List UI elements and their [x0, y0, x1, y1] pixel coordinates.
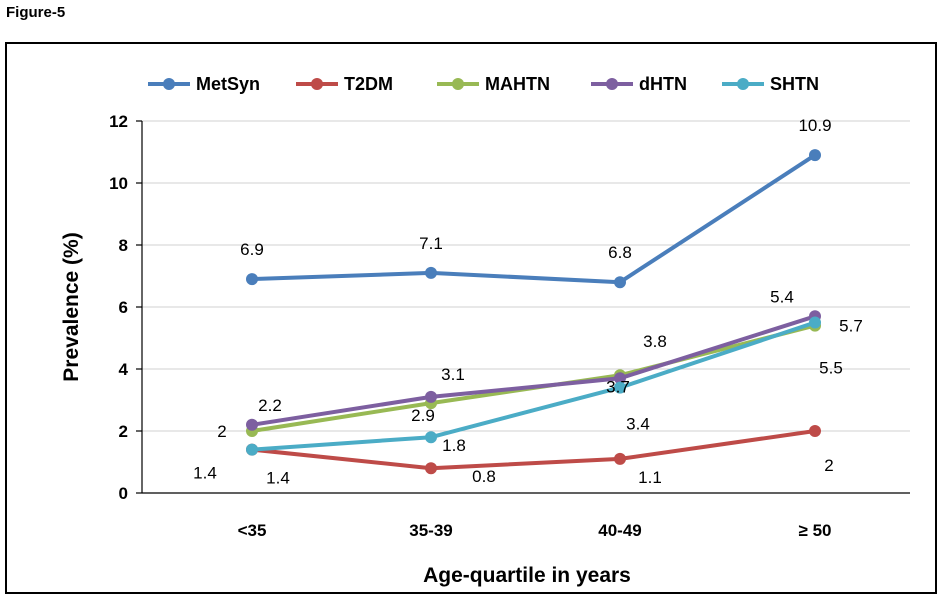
data-point-shtn	[809, 316, 821, 329]
y-tick-label: 12	[109, 112, 128, 131]
legend-label-dhtn: dHTN	[639, 74, 687, 94]
data-point-dhtn	[246, 418, 258, 431]
data-point-t2dm	[614, 452, 626, 465]
data-label-metsyn: 7.1	[419, 234, 443, 253]
series-line-t2dm	[251, 429, 816, 471]
x-tick-label: 35-39	[409, 521, 452, 540]
chart-frame	[5, 42, 937, 594]
data-label-mahtn: 3.8	[643, 332, 667, 351]
data-label-shtn: 1.4	[266, 469, 290, 488]
data-label-t2dm: 1.4	[193, 464, 217, 483]
legend-label-t2dm: T2DM	[344, 74, 393, 94]
legend-marker-mahtn	[452, 78, 464, 90]
data-point-shtn	[614, 381, 626, 394]
legend-label-metsyn: MetSyn	[196, 74, 260, 94]
y-tick-label: 10	[109, 174, 128, 193]
data-point-dhtn	[425, 390, 437, 403]
figure-label: Figure-5	[6, 4, 66, 21]
data-label-mahtn: 2	[217, 422, 226, 441]
legend-marker-shtn	[737, 78, 749, 90]
data-label-shtn: 5.5	[819, 359, 843, 378]
data-label-dhtn: 2.2	[258, 396, 282, 415]
data-label-mahtn: 5.4	[770, 288, 794, 307]
data-label-dhtn: 3.1	[441, 365, 465, 384]
x-tick-label: 40-49	[598, 521, 641, 540]
legend-label-shtn: SHTN	[770, 74, 819, 94]
data-point-t2dm	[425, 462, 437, 475]
y-axis-title: Prevalence (%)	[60, 232, 83, 381]
data-point-dhtn	[614, 372, 626, 385]
legend-marker-t2dm	[311, 78, 323, 90]
legend-marker-dhtn	[606, 78, 618, 90]
series-line-dhtn	[251, 314, 816, 427]
data-point-metsyn	[246, 273, 258, 286]
data-label-mahtn: 2.9	[411, 406, 435, 425]
data-point-metsyn	[614, 276, 626, 289]
y-tick-label: 0	[119, 484, 128, 503]
x-axis-title: Age-quartile in years	[423, 564, 631, 587]
data-label-dhtn: 3.7	[606, 377, 630, 396]
legend-label-mahtn: MAHTN	[485, 74, 550, 94]
x-tick-label: <35	[238, 521, 267, 540]
series-line-shtn	[251, 320, 816, 452]
data-point-t2dm	[809, 425, 821, 437]
legend-marker-metsyn	[163, 78, 175, 90]
data-label-t2dm: 2	[824, 456, 833, 475]
data-label-metsyn: 6.9	[240, 240, 264, 259]
y-tick-label: 2	[119, 422, 128, 441]
data-label-metsyn: 6.8	[608, 243, 632, 262]
y-tick-label: 4	[119, 360, 129, 379]
y-tick-label: 6	[119, 298, 128, 317]
data-point-metsyn	[425, 266, 437, 279]
data-label-shtn: 1.8	[442, 436, 466, 455]
y-tick-label: 8	[119, 236, 128, 255]
data-label-t2dm: 0.8	[472, 467, 496, 486]
series-line-metsyn	[251, 153, 817, 285]
data-label-shtn: 3.4	[626, 415, 650, 434]
data-point-metsyn	[809, 149, 821, 162]
data-point-shtn	[425, 431, 437, 444]
data-label-dhtn: 5.7	[839, 316, 863, 335]
data-label-t2dm: 1.1	[638, 468, 662, 487]
data-point-shtn	[246, 443, 258, 456]
x-tick-label: ≥ 50	[799, 521, 832, 540]
data-label-metsyn: 10.9	[798, 116, 831, 135]
